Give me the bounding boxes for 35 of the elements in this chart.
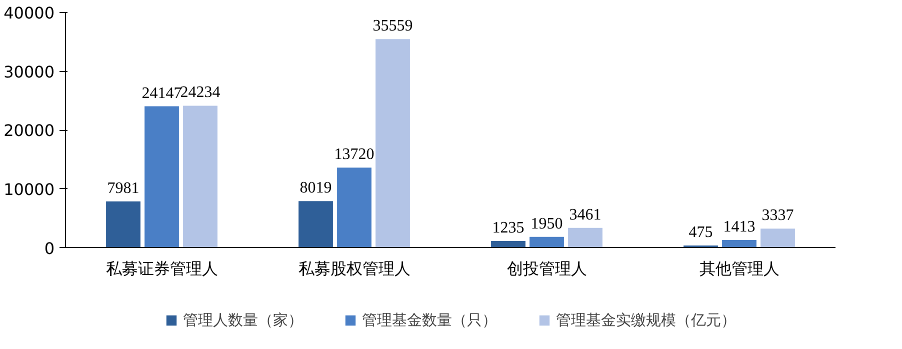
data-label: 1950 xyxy=(530,215,563,232)
data-label: 13720 xyxy=(334,146,374,164)
y-tick-label: 0 xyxy=(44,238,55,258)
legend-label: 管理人数量（家） xyxy=(183,310,303,330)
x-tick-label: 其他管理人 xyxy=(699,258,780,278)
legend-label: 管理基金数量（只） xyxy=(362,310,497,330)
x-tick-label: 创投管理人 xyxy=(506,258,587,278)
data-label: 8019 xyxy=(300,180,332,197)
bar xyxy=(298,200,334,248)
x-tick-label: 私募股权管理人 xyxy=(298,258,410,278)
data-label: 3337 xyxy=(762,207,794,224)
bar xyxy=(105,200,142,248)
bar xyxy=(567,226,604,248)
y-tick-label: 30000 xyxy=(4,62,55,82)
bar xyxy=(760,228,796,248)
data-label: 35559 xyxy=(372,18,413,35)
bar xyxy=(490,240,526,248)
y-tick-label: 20000 xyxy=(4,121,55,140)
bar xyxy=(182,104,218,248)
x-tick-label: 私募证券管理人 xyxy=(106,258,218,278)
data-label: 1235 xyxy=(492,220,524,237)
y-tick-label: 40000 xyxy=(4,4,55,22)
data-label: 475 xyxy=(688,224,713,241)
data-label: 1413 xyxy=(723,218,756,236)
bar xyxy=(528,236,565,248)
data-label: 7981 xyxy=(107,180,140,197)
y-tick-label: 10000 xyxy=(4,180,55,199)
data-label: 24234 xyxy=(180,84,220,102)
bar xyxy=(374,38,411,248)
bar xyxy=(721,238,758,248)
data-label: 24147 xyxy=(142,84,182,102)
legend-label: 管理基金实缴规模（亿元） xyxy=(556,310,736,330)
bar xyxy=(336,166,372,248)
data-label: 3461 xyxy=(569,206,602,224)
bar xyxy=(144,105,180,248)
